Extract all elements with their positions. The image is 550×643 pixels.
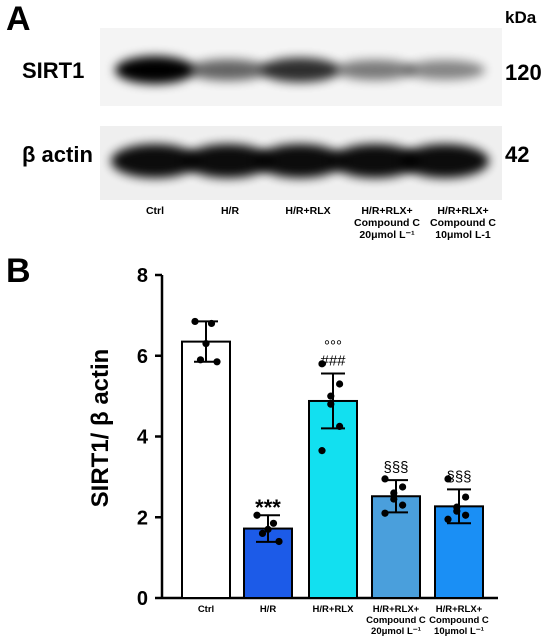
bar-chart: 0 2 4 6 8 *** ###°°° §§§ §§§ Ctrl H/R H/R+RLX H/R+… (87, 265, 498, 637)
bar (181, 340, 231, 600)
lane-label-line: 20μmol L⁻¹ (359, 229, 415, 241)
beta-actin-band (256, 144, 344, 178)
data-point (264, 525, 272, 533)
kda-unit-label: kDa (505, 8, 537, 27)
lane-label-line: 10μmol L-1 (435, 229, 491, 241)
data-point (336, 422, 344, 431)
lane-label-hr-rlx: H/R+RLX (268, 205, 348, 217)
blot-row-label-beta-actin: β actin (22, 142, 93, 167)
significance-mark: §§§ (383, 459, 408, 476)
beta-actin-band (331, 144, 419, 178)
data-point (318, 447, 326, 455)
data-point (207, 319, 216, 328)
data-point (275, 537, 283, 546)
y-tick-label: 4 (137, 427, 149, 449)
significance-mark: ### (320, 353, 346, 370)
x-tick-label: Ctrl (198, 604, 214, 615)
y-tick-label: 2 (137, 507, 148, 529)
x-tick-label: Compound C (366, 615, 426, 626)
sirt1-band (188, 59, 268, 81)
data-point (258, 529, 267, 537)
x-tick-label: H/R+RLX+ (373, 604, 420, 615)
data-point (318, 360, 326, 368)
data-point (381, 475, 389, 483)
data-point (444, 475, 452, 483)
significance-mark: *** (255, 495, 281, 520)
lane-label-line: Compound C (354, 217, 420, 229)
sirt1-bands (115, 56, 485, 84)
data-point (327, 400, 335, 408)
data-point (444, 515, 452, 523)
data-point (327, 392, 335, 400)
data-point (253, 511, 261, 519)
beta-actin-band (111, 144, 199, 178)
data-point (390, 495, 398, 503)
lane-label-hr-rlx-cc10: H/R+RLX+ Compound C 10μmol L-1 (423, 205, 503, 241)
y-tick-label: 0 (137, 588, 148, 610)
chart-points (191, 317, 470, 546)
sirt1-band (260, 57, 340, 83)
x-tick-label: 10μmol L⁻¹ (434, 626, 484, 637)
y-axis-label: SIRT1/ β actin (87, 349, 114, 508)
x-tick-label: H/R (260, 604, 277, 615)
lane-label-line: H/R (220, 205, 240, 217)
mw-label-sirt1: 120 (505, 60, 542, 85)
data-point (390, 489, 398, 497)
beta-actin-band (184, 144, 272, 178)
panel-a-letter: A (6, 0, 31, 38)
x-tick-label: H/R+RLX (313, 604, 355, 615)
sirt1-band (405, 60, 485, 80)
lane-label-hr-rlx-cc20: H/R+RLX+ Compound C 20μmol L⁻¹ (347, 205, 427, 241)
blot-row-label-sirt1: SIRT1 (22, 58, 85, 83)
significance-mark: §§§ (446, 468, 471, 485)
x-tick-label: H/R+RLX+ (436, 604, 483, 615)
lane-label-line: Compound C (430, 217, 496, 229)
data-point (196, 356, 205, 364)
mw-label-beta-actin: 42 (505, 142, 530, 167)
lane-label-line: Ctrl (145, 205, 165, 217)
sirt1-band (115, 56, 195, 84)
bar (308, 399, 358, 599)
sirt1-band (335, 59, 415, 81)
western-blot-image (100, 28, 502, 200)
x-tick-label: 20μmol L⁻¹ (371, 626, 421, 637)
data-point (399, 483, 407, 491)
lane-label-line: H/R+RLX+ (437, 205, 489, 217)
data-point (453, 507, 461, 515)
lane-label-hr: H/R (210, 205, 250, 217)
chart-significance-marks: *** ###°°° §§§ §§§ (255, 338, 471, 521)
beta-actin-band (401, 144, 489, 178)
significance-mark: °°° (324, 338, 342, 355)
lane-label-line: H/R+RLX+ (361, 205, 413, 217)
y-tick-label: 6 (137, 346, 148, 368)
beta-actin-bands (111, 144, 489, 178)
y-tick-label: 8 (137, 265, 148, 287)
data-point (462, 511, 470, 519)
data-point (399, 501, 407, 509)
data-point (462, 493, 470, 501)
lane-label-line: H/R+RLX (285, 205, 331, 217)
data-point (213, 358, 221, 366)
lane-label-ctrl: Ctrl (135, 205, 175, 217)
data-point (191, 317, 199, 326)
x-tick-label: Compound C (429, 615, 489, 626)
panel-b-letter: B (6, 252, 31, 290)
data-point (269, 519, 278, 527)
data-point (381, 509, 389, 517)
data-point (202, 340, 210, 348)
data-point (336, 380, 344, 388)
